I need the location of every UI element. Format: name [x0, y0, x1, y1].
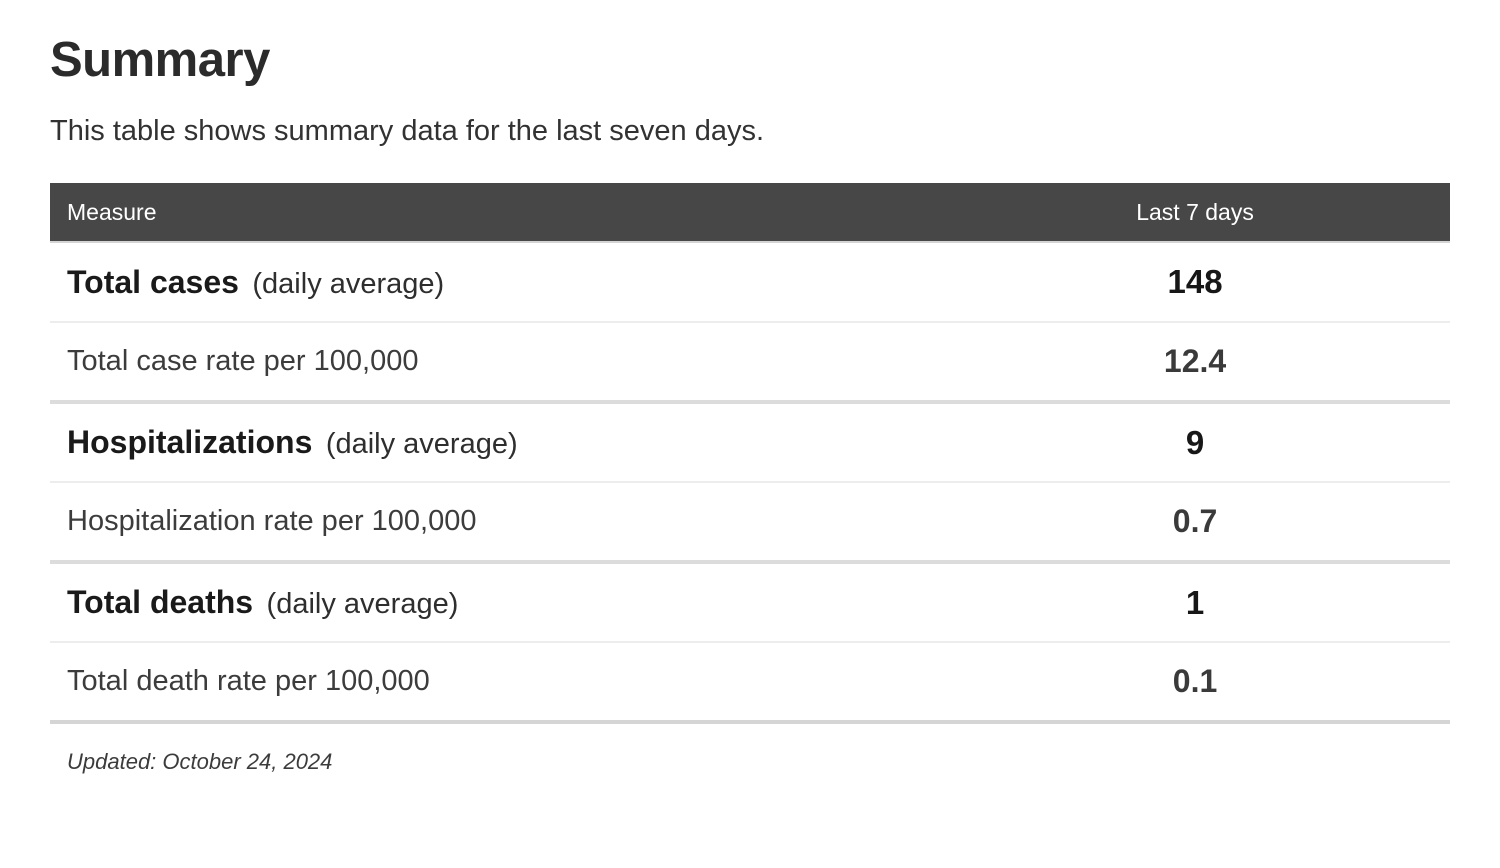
summary-section: Summary This table shows summary data fo… — [50, 32, 1450, 775]
value-cell: 1 — [940, 560, 1450, 643]
measure-note: (daily average) — [325, 428, 518, 461]
measure-label: Total case rate per 100,000 — [67, 345, 419, 378]
measure-cell: Total cases (daily average) — [50, 242, 940, 322]
table-row: Total death rate per 100,000 0.1 — [50, 641, 1450, 725]
measure-label: Hospitalization rate per 100,000 — [67, 505, 477, 538]
measure-cell: Total deaths (daily average) — [50, 560, 941, 643]
summary-table-body: Total cases (daily average) 148 Total ca… — [50, 242, 1450, 725]
measure-label: Hospitalizations — [67, 424, 313, 461]
value-cell: 0.7 — [940, 481, 1450, 563]
summary-table-header: Measure Last 7 days — [50, 183, 1450, 244]
table-row: Total case rate per 100,000 12.4 — [50, 321, 1450, 403]
measure-cell: Hospitalization rate per 100,000 — [50, 481, 941, 563]
measure-cell: Total death rate per 100,000 — [50, 641, 941, 725]
column-header-last-7-days: Last 7 days — [940, 183, 1450, 244]
value-cell: 0.1 — [940, 641, 1450, 725]
measure-cell: Total case rate per 100,000 — [50, 321, 941, 403]
measure-label: Total deaths — [67, 584, 254, 621]
value-cell: 12.4 — [940, 321, 1450, 403]
value-cell: 9 — [940, 400, 1450, 483]
measure-note: (daily average) — [252, 267, 445, 300]
header-row: Measure Last 7 days — [50, 183, 1450, 244]
measure-cell: Hospitalizations (daily average) — [50, 400, 941, 483]
measure-note: (daily average) — [266, 588, 459, 621]
page-title: Summary — [50, 33, 270, 87]
table-row: Total cases (daily average) 148 — [50, 242, 1450, 323]
measure-label: Total death rate per 100,000 — [67, 665, 430, 698]
updated-timestamp: Updated: October 24, 2024 — [67, 749, 333, 775]
value-cell: 148 — [1167, 263, 1223, 301]
summary-table: Measure Last 7 days Total cases (daily a… — [50, 183, 1450, 725]
table-row: Hospitalization rate per 100,000 0.7 — [50, 481, 1450, 563]
column-header-measure: Measure — [50, 183, 941, 244]
measure-label: Total cases — [67, 263, 239, 300]
table-row: Hospitalizations (daily average) 9 — [50, 400, 1450, 483]
page-subtitle: This table shows summary data for the la… — [50, 115, 765, 148]
table-row: Total deaths (daily average) 1 — [50, 560, 1450, 643]
